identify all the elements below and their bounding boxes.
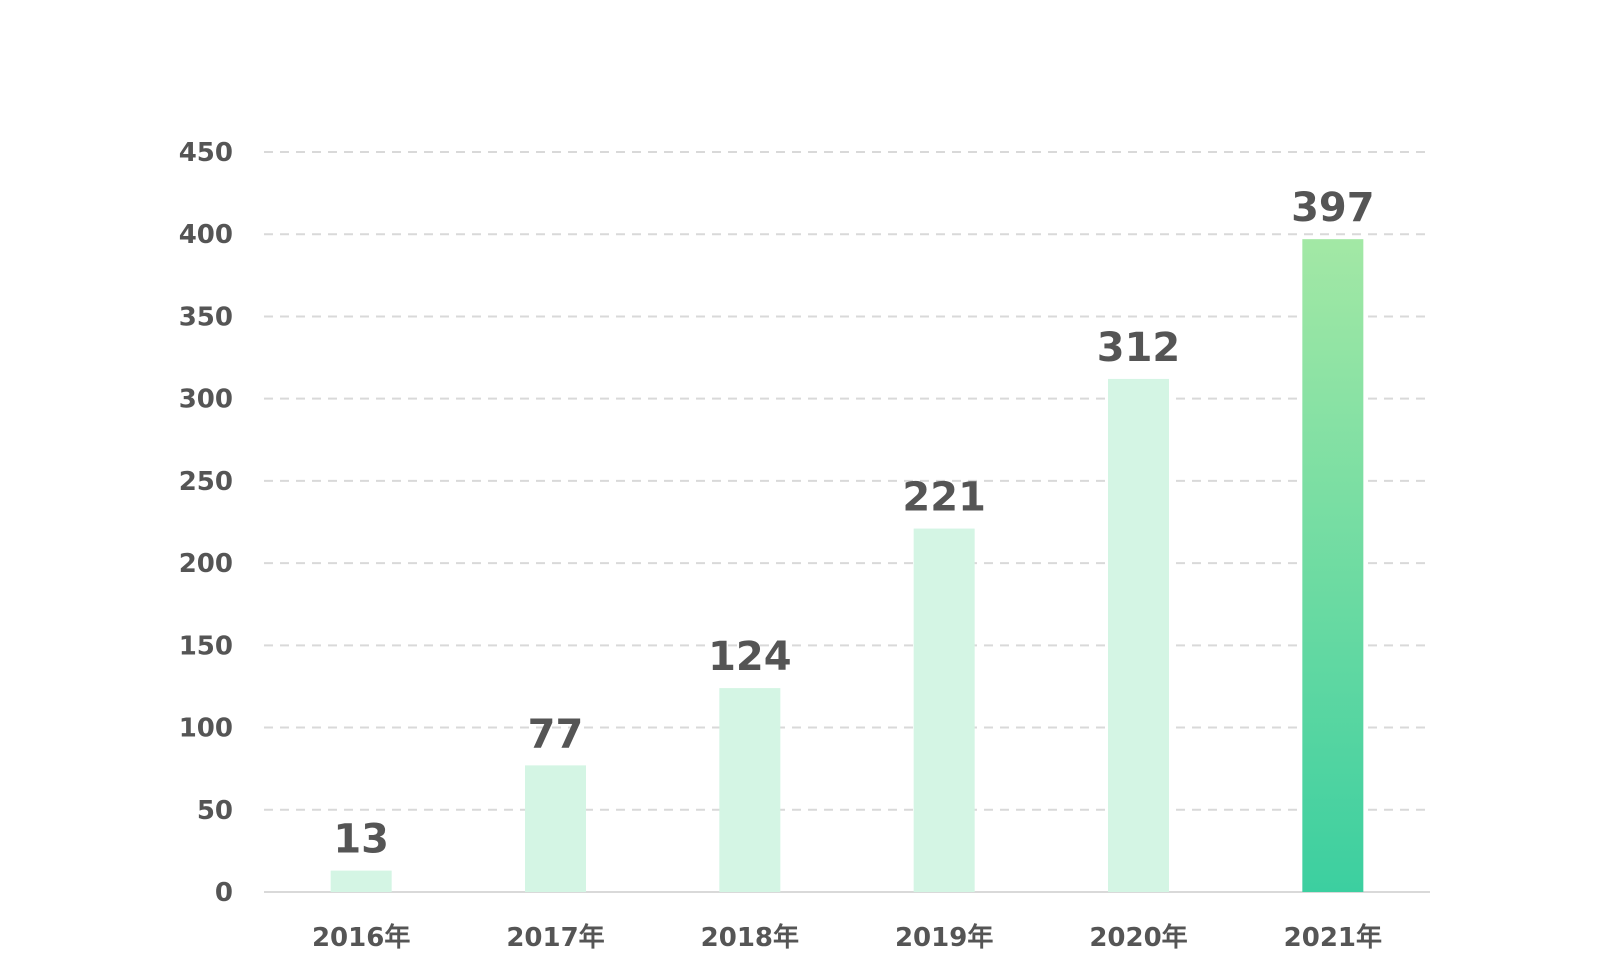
x-tick-label: 2017年	[506, 922, 604, 953]
data-label: 13	[333, 817, 389, 863]
y-tick-label: 450	[179, 138, 233, 168]
data-label: 221	[902, 475, 986, 521]
y-tick-label: 300	[179, 385, 233, 415]
x-axis-ticks: 2016年 2017年 2018年 2019年 2020年 2021年	[312, 922, 1382, 953]
y-axis-ticks: 0 50 100 150 200 250 300 350 400 450	[179, 138, 233, 908]
grid-lines	[264, 151, 1430, 811]
bar-2020年	[1108, 378, 1169, 892]
y-tick-label: 100	[179, 714, 233, 744]
y-tick-label: 0	[215, 878, 233, 908]
bar-2016年	[330, 870, 392, 892]
x-tick-label: 2020年	[1089, 922, 1187, 953]
x-tick-label: 2019年	[895, 922, 993, 953]
bar-2021年	[1302, 239, 1364, 893]
data-label: 312	[1097, 325, 1181, 371]
bars	[330, 239, 1364, 893]
data-label: 397	[1291, 185, 1375, 231]
x-tick-label: 2016年	[312, 922, 410, 953]
bar-2018年	[719, 688, 781, 892]
bar-2017年	[525, 765, 586, 892]
y-tick-label: 400	[179, 220, 233, 250]
x-tick-label: 2021年	[1284, 922, 1382, 953]
x-tick-label: 2018年	[701, 922, 799, 953]
data-labels: 13 77 124 221 312 397	[333, 185, 1374, 862]
y-tick-label: 350	[179, 302, 233, 332]
data-label: 124	[708, 634, 792, 680]
y-tick-label: 50	[197, 796, 233, 826]
data-label: 77	[528, 711, 584, 757]
y-tick-label: 200	[179, 549, 233, 579]
bar-2019年	[913, 528, 975, 892]
y-tick-label: 150	[179, 631, 233, 661]
y-tick-label: 250	[179, 467, 233, 497]
